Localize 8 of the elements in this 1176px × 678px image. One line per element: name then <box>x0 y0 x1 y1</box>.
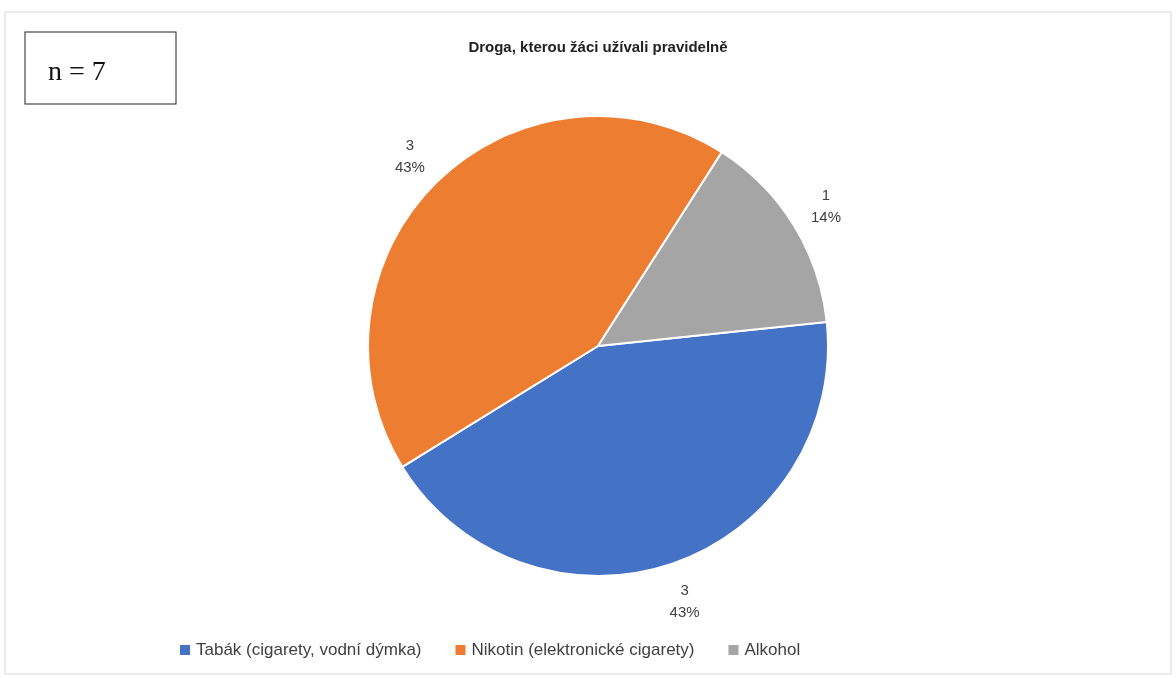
legend-label: Nikotin (elektronické cigarety) <box>471 640 695 659</box>
data-label: 3 43% <box>669 580 700 620</box>
data-label: 3 43% <box>394 136 425 176</box>
text-box: n = 7 <box>24 31 177 105</box>
legend-label: Alkohol <box>744 640 801 659</box>
legend-label: Tabák (cigarety, vodní dýmka) <box>196 640 422 659</box>
chart-title: Droga, kterou žáci užívali pravidelně <box>468 38 728 55</box>
data-label: 1 14% <box>810 186 841 226</box>
